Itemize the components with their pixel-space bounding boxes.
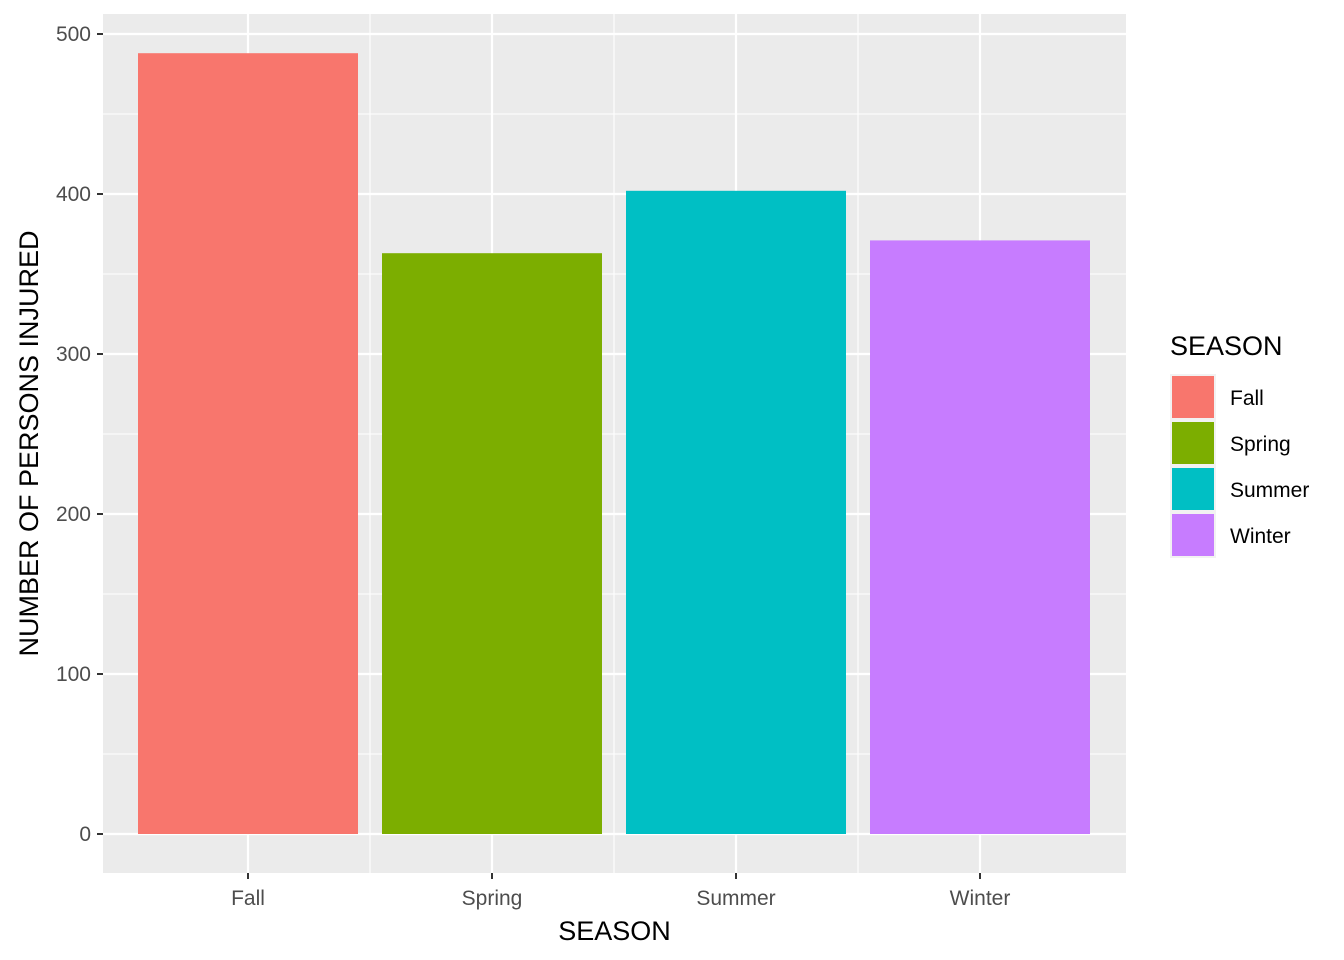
legend-label-summer: Summer (1230, 479, 1309, 502)
legend-swatch-summer (1172, 468, 1214, 510)
x-axis-title: SEASON (558, 916, 671, 946)
y-axis-title: NUMBER OF PERSONS INJURED (14, 230, 44, 656)
legend-label-winter: Winter (1230, 525, 1291, 548)
legend-items: Fall Spring Summer Winter (1170, 374, 1309, 558)
y-tick-label: 400 (56, 183, 91, 206)
y-tick-label: 100 (56, 663, 91, 686)
bar-fall (138, 53, 358, 834)
x-tick-label-fall: Fall (231, 887, 265, 910)
y-axis: 0 100 200 300 400 500 (56, 23, 103, 846)
y-tick-label: 0 (79, 823, 91, 846)
x-tick-label-spring: Spring (462, 887, 523, 910)
x-axis: Fall Spring Summer Winter (231, 873, 1010, 910)
y-tick-label: 300 (56, 343, 91, 366)
legend-label-fall: Fall (1230, 387, 1264, 410)
bar-summer (626, 190, 846, 835)
legend-label-spring: Spring (1230, 433, 1291, 456)
bar-spring (382, 253, 602, 834)
y-tick-label: 500 (56, 23, 91, 46)
bar-winter (870, 240, 1090, 834)
legend-swatch-winter (1172, 514, 1214, 556)
legend: SEASON Fall Spring Summer Winter (1170, 331, 1309, 558)
x-tick-label-winter: Winter (950, 887, 1011, 910)
bars (138, 53, 1090, 835)
y-tick-label: 200 (56, 503, 91, 526)
legend-swatch-spring (1172, 422, 1214, 464)
x-tick-label-summer: Summer (696, 887, 775, 910)
legend-swatch-fall (1172, 376, 1214, 418)
legend-title: SEASON (1170, 331, 1283, 361)
